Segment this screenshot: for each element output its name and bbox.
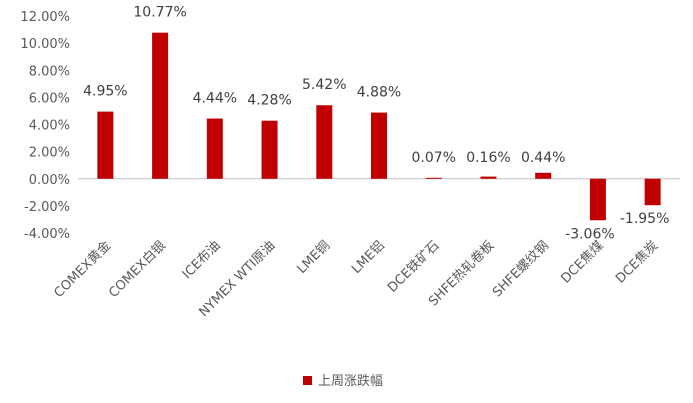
y-tick-label: 6.00% xyxy=(29,91,70,106)
x-category-label: DCE焦炭 xyxy=(613,238,661,286)
bar xyxy=(316,105,333,179)
data-label: -1.95% xyxy=(620,211,670,227)
bar xyxy=(206,118,223,179)
bar xyxy=(644,178,661,206)
x-category-label: LME铝 xyxy=(349,238,388,277)
data-label: 0.44% xyxy=(521,150,565,166)
bar xyxy=(480,176,497,179)
y-tick-label: -2.00% xyxy=(24,200,70,215)
data-label: -3.06% xyxy=(565,226,615,242)
x-category-label: DCE焦煤 xyxy=(558,238,606,286)
y-tick-label: 12.00% xyxy=(20,10,70,25)
x-category-label: COMEX黄金 xyxy=(51,238,114,301)
data-label: 4.88% xyxy=(357,85,401,101)
x-category-label: ICE布油 xyxy=(180,238,224,282)
data-label: 0.16% xyxy=(466,150,510,166)
y-tick-label: 8.00% xyxy=(29,64,70,79)
data-label: 10.77% xyxy=(133,5,186,21)
data-labels: 4.95% 10.77% 4.44% 4.28% 5.42% 4.88% 0.07% 0.16… xyxy=(83,5,669,243)
y-tick-label: 4.00% xyxy=(29,119,70,134)
y-axis-ticks: 12.00% 10.00% 8.00% 6.00% 4.00% 2.00% 0.00% -2.… xyxy=(20,10,70,242)
legend: 上周涨跌幅 xyxy=(303,373,383,389)
bar xyxy=(535,172,552,179)
x-category-label: SHFE螺纹钢 xyxy=(490,238,552,300)
bar xyxy=(97,111,114,179)
y-tick-label: 2.00% xyxy=(29,146,70,161)
legend-swatch-icon xyxy=(303,376,312,385)
x-category-label: DCE铁矿石 xyxy=(385,238,442,295)
y-tick-label: -4.00% xyxy=(24,227,70,242)
data-label: 4.44% xyxy=(193,91,237,107)
y-tick-label: 0.00% xyxy=(29,173,70,188)
bar xyxy=(261,120,278,179)
x-category-label: LME铜 xyxy=(294,238,333,277)
data-label: 0.07% xyxy=(411,150,455,166)
legend-label: 上周涨跌幅 xyxy=(318,373,383,389)
data-label: 4.28% xyxy=(247,93,291,109)
bar xyxy=(152,32,169,179)
bars xyxy=(97,32,661,221)
data-label: 5.42% xyxy=(302,77,346,93)
bar xyxy=(589,178,606,221)
bar xyxy=(425,177,442,179)
x-category-label: COMEX白银 xyxy=(106,238,169,301)
y-tick-label: 10.00% xyxy=(20,37,70,52)
data-label: 4.95% xyxy=(83,84,127,100)
bar xyxy=(371,112,387,179)
